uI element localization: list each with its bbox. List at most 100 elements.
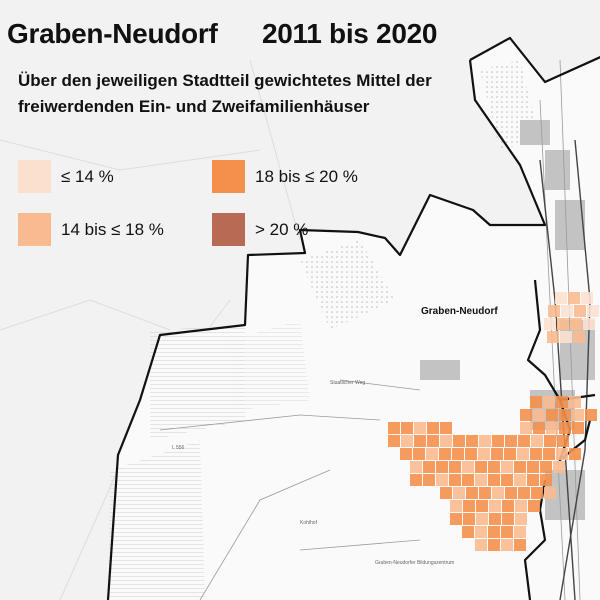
grid-cell [475,461,487,473]
grid-cell [574,305,586,317]
title-years: 2011 bis 2020 [262,18,438,49]
street-label: Graben-Neudorfer Bildungszentrum [375,560,455,566]
grid-cell [514,474,526,486]
grid-cell [488,539,500,551]
grid-cell [505,487,517,499]
grid-cell [572,409,584,421]
legend-swatch [212,213,245,246]
grid-cell [466,435,478,447]
grid-cell [410,461,422,473]
street-label: L 556 [172,445,185,451]
grid-cell [436,461,448,473]
legend-swatch [18,213,51,246]
grid-cell [518,435,530,447]
grid-cell [388,435,400,447]
grid-cell [520,409,532,421]
legend-label: 18 bis ≤ 20 % [255,166,358,186]
grid-cell [489,500,501,512]
grid-cell [463,500,475,512]
map-subtitle: Über den jeweiligen Stadtteil gewichtete… [18,71,432,116]
grid-cell [488,526,500,538]
grid-cell [413,448,425,460]
grid-cell [449,474,461,486]
grid-cell [583,318,595,330]
grid-cell [501,539,513,551]
grid-cell [450,500,462,512]
grid-cell [462,526,474,538]
grid-cell [479,487,491,499]
grid-cell [501,474,513,486]
legend-label: 14 bis ≤ 18 % [61,219,164,239]
legend-item-very-high: > 20 % [212,213,308,246]
grid-cell [492,487,504,499]
grid-cell [427,422,439,434]
grid-cell [518,487,530,499]
grid-cell [489,513,501,525]
grid-cell [527,474,539,486]
grid-cell [478,448,490,460]
grid-cell [569,396,581,408]
grid-cell [401,422,413,434]
grid-cell [533,422,545,434]
grid-cell [502,513,514,525]
grid-cell [530,448,542,460]
grid-cell [462,461,474,473]
grid-cell [515,500,527,512]
grid-cell [572,422,584,434]
grid-cell [440,422,452,434]
grid-cell [520,422,532,434]
grid-cell [462,474,474,486]
grid-cell [453,487,465,499]
grid-cell [555,292,567,304]
grid-cell [491,448,503,460]
grid-cell [553,461,565,473]
grid-cell [452,448,464,460]
grid-cell [568,292,580,304]
legend-item-high: 18 bis ≤ 20 % [212,160,358,193]
street-label: Kohlhof [300,520,317,526]
grid-cell [427,435,439,447]
grid-cell [527,461,539,473]
grid-cell [475,526,487,538]
grid-cell [559,422,571,434]
grid-cell [439,448,451,460]
grid-cell [514,526,526,538]
grid-cell [548,305,560,317]
grid-cell [476,500,488,512]
grid-cell [515,513,527,525]
grid-cell [502,500,514,512]
grid-cell [475,539,487,551]
grid-cell [479,435,491,447]
grid-cell [488,474,500,486]
grid-cell [543,448,555,460]
legend-swatch [212,160,245,193]
grid-cell [543,396,555,408]
grid-cell [400,448,412,460]
grid-cell [414,435,426,447]
grid-cell [557,435,569,447]
grid-cell [423,474,435,486]
grid-cell [557,318,569,330]
grid-cell [581,292,593,304]
grid-cell [540,474,552,486]
grid-cell [426,448,438,460]
grid-cell [504,448,516,460]
grid-cell [436,474,448,486]
title-place: Graben-Neudorf [7,18,218,49]
grid-cell [540,461,552,473]
grid-cell [410,474,422,486]
grid-cell [528,500,540,512]
grid-cell [440,487,452,499]
legend-swatch [18,160,51,193]
grid-cell [465,448,477,460]
grid-cell [569,448,581,460]
grid-cell [556,396,568,408]
grid-cell [466,487,478,499]
grid-cell [531,487,543,499]
legend-item-low: ≤ 14 % [18,160,114,193]
grid-cell [492,435,504,447]
grid-cell [414,422,426,434]
grid-cell [463,513,475,525]
